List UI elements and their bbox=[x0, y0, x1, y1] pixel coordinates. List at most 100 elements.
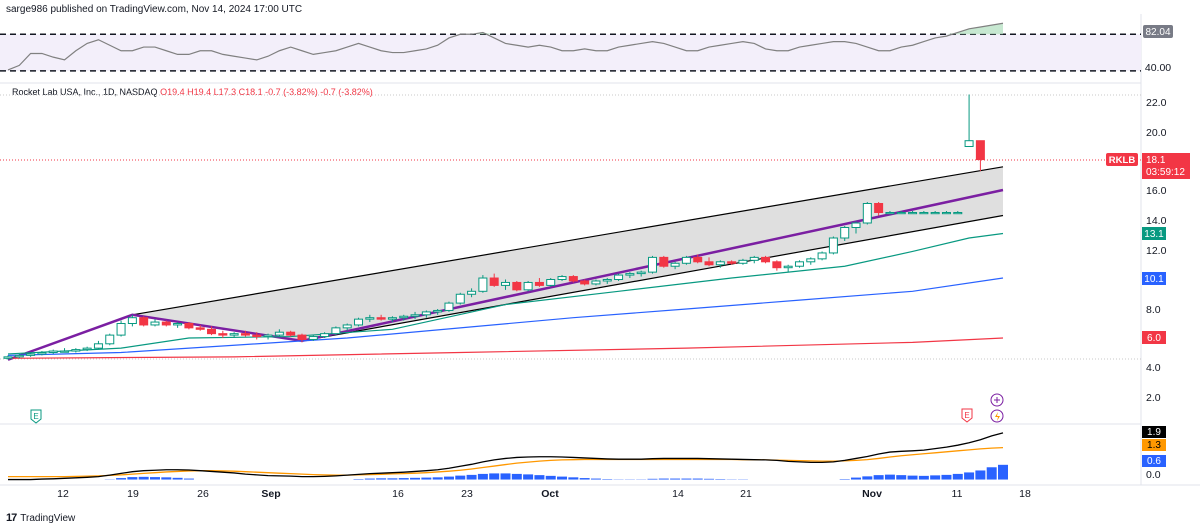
candle bbox=[727, 260, 737, 265]
histogram-bar bbox=[884, 474, 895, 480]
candle bbox=[817, 251, 827, 261]
publisher-line: sarge986 published on TradingView.com, N… bbox=[6, 4, 303, 15]
histogram-bar bbox=[172, 477, 183, 480]
candle-body bbox=[252, 334, 262, 338]
candle-body bbox=[331, 327, 341, 335]
candle bbox=[941, 211, 951, 215]
candle bbox=[659, 255, 669, 268]
ema-mid-badge bbox=[1142, 272, 1166, 285]
candle-body bbox=[433, 309, 443, 313]
price-axis[interactable]: 22.0 20.0 16.0 14.0 12.0 8.0 4.0 2.0 bbox=[1146, 97, 1167, 404]
chart-canvas[interactable]: E E 22.020.016.014.012.08.04.02.0 82.04 … bbox=[0, 0, 1200, 512]
candle bbox=[376, 314, 386, 321]
candle-body bbox=[455, 293, 465, 304]
candle bbox=[681, 255, 691, 265]
candle-body bbox=[354, 318, 364, 326]
candle bbox=[116, 320, 126, 337]
histogram-bar bbox=[704, 478, 715, 480]
candle bbox=[467, 288, 477, 298]
candle-body bbox=[139, 317, 149, 326]
ema-long-value: 6.0 bbox=[1147, 333, 1161, 344]
candle-body bbox=[727, 261, 737, 264]
histogram-bar bbox=[941, 474, 952, 480]
histogram-bar bbox=[986, 467, 997, 480]
candle-body bbox=[150, 321, 160, 326]
histogram-bar bbox=[477, 473, 488, 480]
candle-body bbox=[647, 256, 657, 273]
time-tick-label: Oct bbox=[541, 488, 559, 500]
candle-body bbox=[930, 212, 940, 215]
candle-body bbox=[614, 274, 624, 281]
rsi-pane bbox=[0, 22, 1141, 72]
candle bbox=[704, 257, 714, 267]
candle bbox=[591, 279, 601, 286]
candle bbox=[919, 211, 929, 215]
candle bbox=[48, 349, 58, 354]
osc-line-badge bbox=[1142, 426, 1166, 438]
rsi-band bbox=[0, 34, 1141, 71]
earnings-marker-label: E bbox=[33, 412, 38, 421]
histogram-bar bbox=[149, 477, 160, 480]
candle-body bbox=[82, 347, 92, 351]
candle bbox=[286, 330, 296, 337]
candle bbox=[263, 333, 273, 340]
osc-hist-badge bbox=[1142, 455, 1166, 467]
candle-body bbox=[195, 327, 205, 330]
candle-body bbox=[896, 212, 906, 215]
earnings-marker-right[interactable]: E bbox=[961, 408, 973, 423]
histogram-bar bbox=[455, 475, 466, 480]
histogram-bar bbox=[161, 477, 172, 480]
add-event-plus-icon[interactable] bbox=[990, 393, 1004, 407]
histogram-bar bbox=[364, 478, 375, 480]
regression-channel bbox=[7, 166, 1004, 361]
earnings-marker-left[interactable]: E bbox=[30, 409, 42, 424]
candle-body bbox=[794, 261, 804, 267]
candle-body bbox=[636, 271, 646, 275]
candle-body bbox=[885, 212, 895, 215]
candle-body bbox=[274, 331, 284, 336]
candle-body bbox=[376, 317, 386, 320]
last-price-badge bbox=[1142, 153, 1190, 179]
histogram-bar bbox=[930, 475, 941, 480]
candle bbox=[37, 351, 47, 356]
candle-body bbox=[693, 256, 703, 263]
time-tick-label: 16 bbox=[392, 488, 404, 500]
candle-body bbox=[851, 222, 861, 228]
candle bbox=[433, 309, 443, 315]
candle bbox=[489, 273, 499, 287]
histogram-bar bbox=[670, 478, 681, 480]
candle bbox=[421, 310, 431, 318]
candle bbox=[862, 202, 872, 225]
candle-body bbox=[410, 314, 420, 317]
histogram-bar bbox=[568, 477, 579, 480]
candle-body bbox=[704, 261, 714, 266]
candle-body bbox=[308, 336, 318, 340]
candle bbox=[161, 320, 171, 327]
histogram-bar bbox=[873, 475, 884, 480]
candle bbox=[195, 324, 205, 331]
histogram-bar bbox=[534, 475, 545, 480]
candle-body bbox=[421, 311, 431, 316]
footer-branding: 17 TradingView bbox=[6, 512, 75, 524]
channel-upper-line[interactable] bbox=[132, 166, 1004, 316]
candle-body bbox=[173, 323, 183, 326]
ema-short-line bbox=[7, 232, 1004, 355]
candle bbox=[851, 221, 861, 234]
ema-long-line bbox=[7, 337, 1004, 359]
candle-body bbox=[625, 273, 635, 276]
candle-body bbox=[501, 281, 510, 286]
candle bbox=[828, 236, 838, 255]
candle bbox=[3, 355, 13, 360]
candle-body bbox=[478, 277, 488, 292]
candle-body bbox=[297, 334, 307, 340]
lightning-icon[interactable] bbox=[990, 409, 1004, 423]
candle-body bbox=[229, 333, 239, 336]
price-tick-label: 14.0 bbox=[1146, 215, 1167, 227]
histogram-bar bbox=[183, 478, 194, 480]
candle-body bbox=[602, 279, 612, 282]
candle-body bbox=[320, 333, 330, 338]
channel-lower-line[interactable] bbox=[301, 214, 1004, 342]
time-axis[interactable]: 12 19 26 Sep 16 23 Oct 14 21 Nov 11 18 bbox=[57, 488, 1031, 500]
candle-body bbox=[772, 261, 782, 269]
candle-body bbox=[749, 256, 759, 261]
